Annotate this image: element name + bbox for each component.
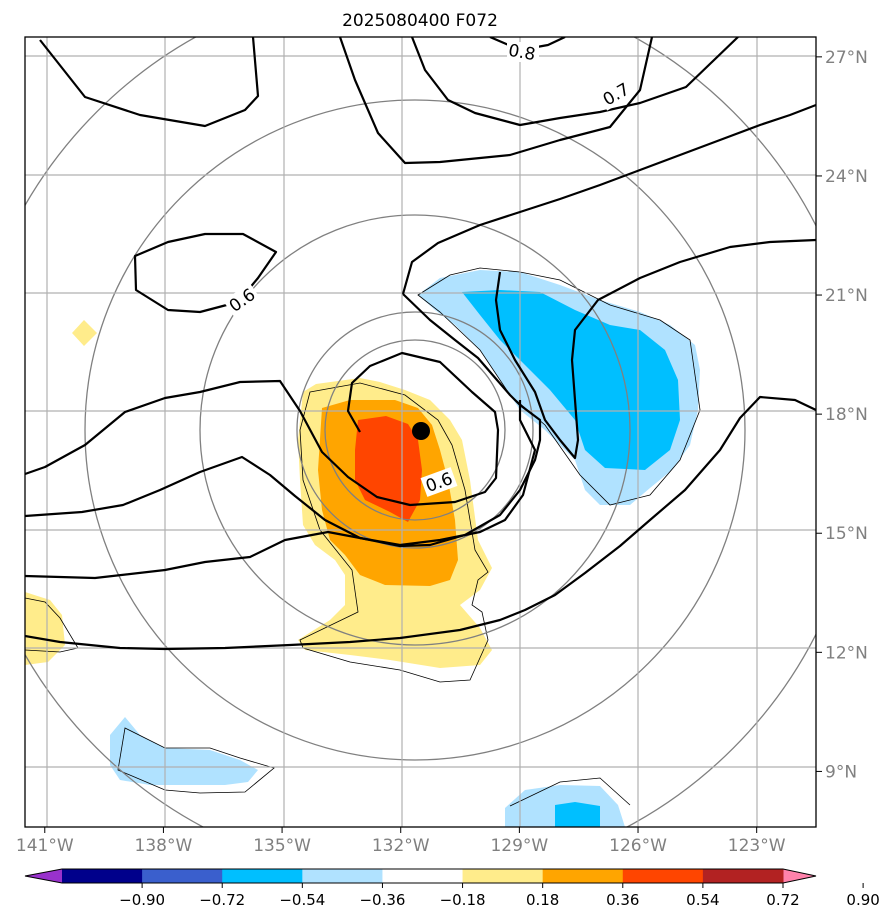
- colorbar: −0.90 −0.72 −0.54 −0.36 −0.18 0.18 0.36 0.54 0.7…: [24, 868, 880, 909]
- thin-contour-sw: [117, 727, 275, 794]
- tick-marks: [44, 56, 822, 833]
- colorbar-frame: [24, 868, 817, 884]
- colorbar-cell: [142, 869, 223, 883]
- colorbar-cell: [382, 869, 464, 883]
- y-tick-label: 24°N: [825, 167, 868, 187]
- colorbar-tick-label: −0.72: [199, 891, 245, 909]
- shade-lightblue-sw: [110, 717, 258, 785]
- thick-contour: [410, 37, 739, 127]
- range-ring: [324, 339, 506, 521]
- shade-blue-ne: [462, 290, 680, 470]
- colorbar-tick-label: −0.36: [359, 891, 405, 909]
- colorbar-tick-label: 0.54: [686, 891, 719, 909]
- shading-layer: [25, 270, 700, 827]
- colorbar-cell: [622, 869, 704, 883]
- contour-label: 0.8: [507, 41, 537, 65]
- thick-contour: [25, 395, 816, 651]
- thick-contour: [39, 37, 260, 128]
- y-tick-labels: 27°N 24°N 21°N 18°N 15°N 12°N 9°N: [825, 48, 868, 783]
- x-tick-label: 126°W: [609, 836, 667, 856]
- shade-blue-s: [555, 802, 600, 827]
- map-frame: [24, 36, 817, 828]
- y-tick-label: 12°N: [825, 643, 868, 663]
- x-tick-label: 123°W: [728, 836, 786, 856]
- thick-contour: [25, 400, 537, 580]
- thin-contours: [25, 267, 701, 807]
- map-area: 0.8 0.7 0.6 0.6: [25, 37, 816, 827]
- y-tick-label: 15°N: [825, 524, 868, 544]
- x-tick-label: 129°W: [490, 836, 548, 856]
- thick-contour: [401, 103, 816, 295]
- colorbar-tick-label: −0.90: [119, 891, 165, 909]
- range-ring: [84, 99, 746, 761]
- colorbar-tick-label: 0.18: [526, 891, 559, 909]
- colorbar-labels: −0.90 −0.72 −0.54 −0.36 −0.18 0.18 0.36 0.54 0.7…: [119, 883, 880, 909]
- x-tick-labels: 141°W 138°W 135°W 132°W 129°W 126°W 123°W: [16, 836, 786, 856]
- colorbar-cell: [462, 869, 544, 883]
- thick-contour: [338, 37, 654, 165]
- colorbar-tick-label: 0.36: [606, 891, 639, 909]
- range-rings: [25, 37, 816, 827]
- colorbar-tick-label: 0.90: [846, 891, 879, 909]
- colorbar-tick-label: −0.54: [279, 891, 325, 909]
- y-tick-label: 9°N: [825, 762, 857, 782]
- colorbar-cell: [302, 869, 383, 883]
- x-tick-label: 138°W: [135, 836, 193, 856]
- colorbar-cell: [222, 869, 303, 883]
- shade-red: [355, 416, 422, 522]
- thick-contour: [133, 232, 278, 314]
- center-marker: [412, 422, 430, 440]
- colorbar-tick-label: 0.72: [766, 891, 799, 909]
- contour-label: 0.6: [226, 285, 260, 317]
- colorbar-cells: [25, 869, 816, 883]
- x-tick-label: 135°W: [253, 836, 311, 856]
- y-tick-label: 21°N: [825, 286, 868, 306]
- thick-contour: [494, 238, 816, 460]
- thick-contours: [25, 37, 816, 651]
- thin-contour-ne: [417, 267, 701, 506]
- thin-contour-s: [509, 777, 631, 807]
- colorbar-cell: [62, 869, 143, 883]
- x-tick-label: 141°W: [16, 836, 74, 856]
- colorbar-extend-low: [25, 869, 62, 883]
- colorbar-tick-label: −0.18: [440, 891, 486, 909]
- range-ring: [199, 214, 631, 646]
- thin-contour-left: [25, 597, 79, 653]
- y-tick-label: 27°N: [825, 48, 868, 68]
- x-tick-label: 132°W: [372, 836, 430, 856]
- shade-yellow-small: [72, 320, 97, 346]
- thick-contour: [25, 351, 500, 507]
- grid-lines: [25, 37, 816, 827]
- chart-title: 2025080400 F072: [342, 11, 498, 31]
- y-tick-label: 18°N: [825, 405, 868, 425]
- shade-yellow-left: [25, 592, 65, 665]
- thin-contour-center: [299, 382, 489, 683]
- colorbar-cell: [542, 869, 624, 883]
- colorbar-extend-high: [783, 869, 816, 883]
- range-ring: [296, 311, 534, 549]
- colorbar-cell: [702, 869, 784, 883]
